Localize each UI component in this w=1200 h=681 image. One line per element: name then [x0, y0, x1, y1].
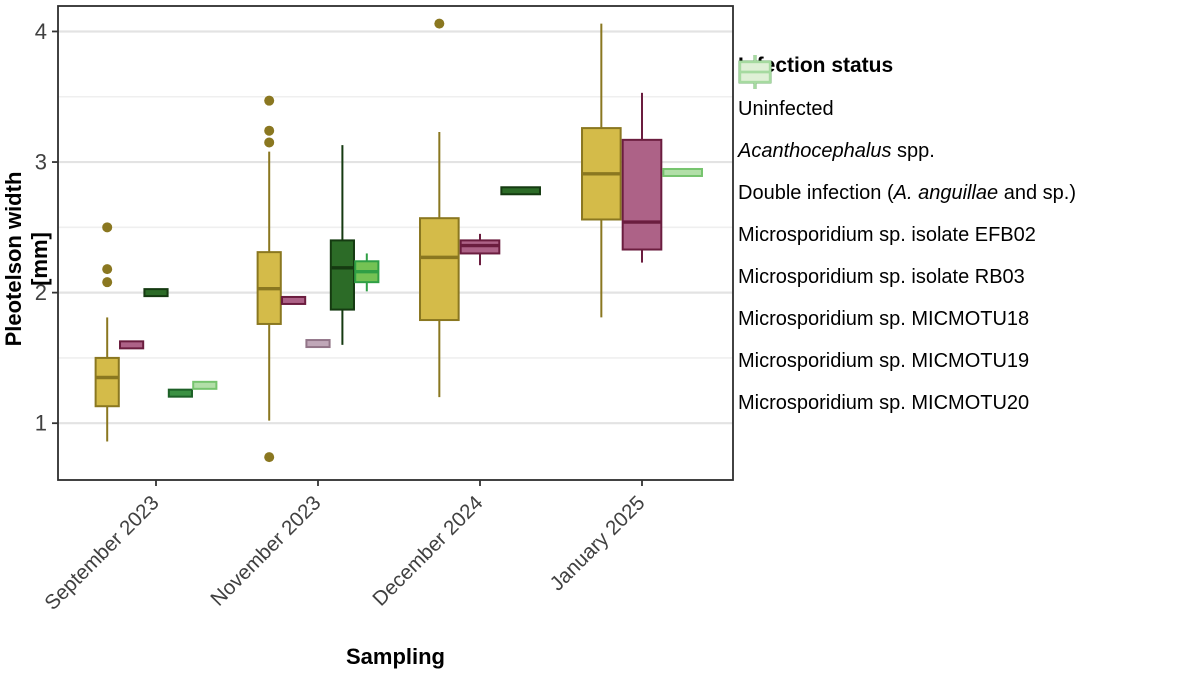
- legend-label-acantho: Acanthocephalus spp.: [738, 139, 935, 162]
- legend-label-double: Double infection (A. anguillae and sp.): [738, 181, 1077, 204]
- box-flat-efb02: [143, 288, 169, 298]
- box-flat-micmotu19: [192, 380, 218, 390]
- outlier-uninfected: [264, 137, 275, 148]
- x-axis-title: Sampling: [345, 644, 445, 669]
- box-acantho: [621, 138, 663, 251]
- legend-item-uninfected: Uninfected: [738, 55, 1198, 130]
- box-efb02: [329, 239, 355, 311]
- outlier-uninfected: [102, 264, 113, 275]
- box-flat-acantho: [281, 295, 307, 305]
- legend-key-micmotu20-icon: [738, 55, 772, 89]
- y-axis-title: Pleotelson width [mm]: [1, 171, 52, 347]
- plot-panel: [58, 6, 733, 480]
- y-tick-label: 2: [35, 280, 47, 305]
- legend-item-rb03: Microsporidium sp. isolate RB03: [738, 55, 1198, 298]
- outlier-uninfected: [434, 18, 445, 29]
- box-flat-efb02: [500, 186, 541, 196]
- panel-border: [57, 5, 734, 481]
- box-flat-micmotu19: [662, 167, 703, 177]
- legend-label-uninfected: Uninfected: [738, 97, 834, 120]
- legend-label-micmotu18: Microsporidium sp. MICMOTU18: [738, 307, 1030, 330]
- x-tick-label: December 2024: [368, 491, 487, 610]
- legend-item-micmotu18: Microsporidium sp. MICMOTU18: [738, 55, 1198, 340]
- legend-item-double: Double infection (A. anguillae and sp.): [738, 55, 1198, 214]
- legend-item-micmotu20: Microsporidium sp. MICMOTU20: [738, 55, 1198, 424]
- legend-label-rb03: Microsporidium sp. isolate RB03: [738, 265, 1025, 288]
- box-uninfected: [419, 217, 460, 322]
- box-flat-acantho: [119, 340, 145, 350]
- legend-title: Infection status: [738, 54, 894, 77]
- outlier-uninfected: [264, 125, 275, 136]
- legend-rows: Uninfected Acanthocephalus spp. Double inf…: [738, 55, 1198, 424]
- y-tick-label: 1: [35, 411, 47, 436]
- x-tick-label: September 2023: [40, 491, 163, 614]
- box-flat-double: [305, 339, 331, 349]
- legend-item-efb02: Microsporidium sp. isolate EFB02: [738, 55, 1198, 256]
- outlier-uninfected: [102, 277, 113, 288]
- legend: Infection status Uninfected Acanthocephal…: [738, 54, 1198, 424]
- legend-label-efb02: Microsporidium sp. isolate EFB02: [738, 223, 1036, 246]
- outlier-uninfected: [264, 95, 275, 106]
- box-flat-rb03: [167, 388, 193, 398]
- legend-label-micmotu20: Microsporidium sp. MICMOTU20: [738, 391, 1030, 414]
- x-tick-label: January 2025: [545, 491, 649, 595]
- y-tick-label: 3: [35, 150, 47, 175]
- legend-label-micmotu19: Microsporidium sp. MICMOTU19: [738, 349, 1030, 372]
- outlier-uninfected: [102, 222, 113, 233]
- box-uninfected: [94, 356, 120, 408]
- x-tick-label: November 2023: [206, 491, 325, 610]
- legend-item-micmotu19: Microsporidium sp. MICMOTU19: [738, 55, 1198, 382]
- outlier-uninfected: [264, 452, 275, 463]
- legend-item-acantho: Acanthocephalus spp.: [738, 55, 1198, 172]
- y-tick-label: 4: [35, 19, 47, 44]
